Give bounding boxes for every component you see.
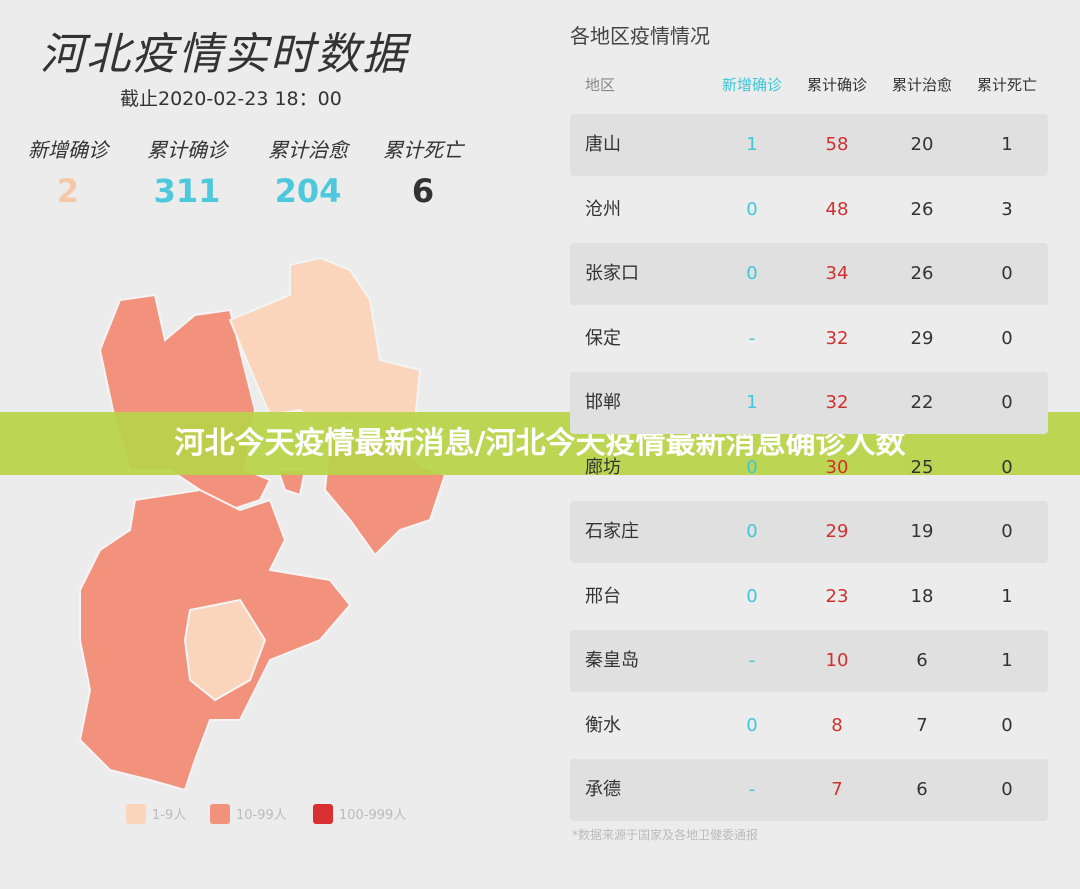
- table-cell: 30: [825, 456, 849, 478]
- summary-value: 6: [411, 172, 435, 210]
- title: 河北疫情实时数据: [40, 29, 408, 80]
- table-cell: 0: [1001, 779, 1013, 800]
- table-cell: -: [748, 650, 756, 671]
- table-cell: 石家庄: [585, 521, 639, 542]
- table-cell: 22: [910, 392, 934, 413]
- legend-swatch: [126, 804, 146, 824]
- table-cell: 唐山: [585, 134, 621, 155]
- table-cell: 0: [1001, 392, 1013, 413]
- summary-value: 2: [56, 172, 80, 210]
- table-cell: 29: [910, 327, 934, 349]
- legend-swatch: [313, 804, 333, 824]
- table-cell: 1: [1001, 650, 1013, 671]
- table-row: 邯郸 1 32 22 0: [570, 372, 1048, 434]
- table-row: 保定 - 32 29 0: [570, 308, 1048, 370]
- legend-label: 100-999人: [339, 808, 407, 823]
- table-cell: 0: [1001, 521, 1013, 542]
- map: [78, 256, 447, 792]
- table-cell: 6: [916, 779, 928, 800]
- table-cell: 0: [1001, 263, 1013, 284]
- table-cell: 承德: [585, 779, 621, 800]
- table-cell: 0: [746, 585, 758, 607]
- table-cell: 0: [746, 456, 758, 478]
- table-cell: 廊坊: [585, 456, 621, 478]
- table-cell: 0: [746, 263, 758, 284]
- table-cell: 6: [916, 650, 928, 671]
- table-cell: -: [748, 327, 756, 349]
- table-cell: 20: [910, 134, 934, 155]
- column-header: 累计治愈: [891, 76, 952, 94]
- region: [183, 598, 267, 702]
- table-cell: 34: [825, 263, 849, 284]
- summary-value: 204: [274, 172, 342, 210]
- table-cell: 0: [746, 521, 758, 542]
- table-cell: 48: [825, 198, 849, 220]
- table-cell: 1: [746, 134, 758, 155]
- table-cell: -: [748, 779, 756, 800]
- summary-label: 新增确诊: [28, 138, 108, 162]
- table-cell: 保定: [585, 327, 621, 349]
- table-cell: 26: [910, 263, 934, 284]
- table-title: 各地区疫情情况: [570, 24, 710, 48]
- update-time: 截止2020-02-23 18：00: [120, 88, 342, 110]
- table-row: 张家口 0 34 26 0: [570, 243, 1048, 305]
- table-cell: 1: [1001, 134, 1013, 155]
- table-row: 承德 - 7 6 0: [570, 759, 1048, 821]
- column-header: 累计确诊: [806, 76, 867, 94]
- table-row: 廊坊 0 30 25 0: [570, 437, 1048, 499]
- legend-label: 10-99人: [236, 808, 287, 823]
- table-cell: 26: [910, 198, 934, 220]
- table-row: 唐山 1 58 20 1: [570, 114, 1048, 176]
- table-cell: 25: [910, 456, 934, 478]
- table-cell: 0: [1001, 327, 1013, 349]
- table-cell: 7: [831, 779, 843, 800]
- table-cell: 29: [825, 521, 849, 542]
- table-cell: 23: [825, 585, 849, 607]
- table-row: 邢台 0 23 18 1: [570, 566, 1048, 628]
- table-row: 沧州 0 48 26 3: [570, 179, 1048, 241]
- table-cell: 0: [746, 714, 758, 736]
- legend-swatch: [210, 804, 230, 824]
- table-cell: 18: [910, 585, 934, 607]
- column-header: 累计死亡: [976, 76, 1037, 94]
- legend-label: 1-9人: [152, 808, 187, 823]
- table-cell: 58: [825, 134, 849, 155]
- table-cell: 3: [1001, 198, 1013, 220]
- summary-label: 累计死亡: [383, 138, 463, 162]
- summary-value: 311: [153, 172, 221, 210]
- table-row: 衡水 0 8 7 0: [570, 695, 1048, 757]
- table-cell: 32: [825, 327, 849, 349]
- table-cell: 沧州: [585, 198, 621, 220]
- column-header: 地区: [585, 76, 616, 94]
- table-cell: 32: [825, 392, 849, 413]
- table-cell: 张家口: [585, 263, 639, 284]
- footnote: *数据来源于国家及各地卫健委通报: [572, 828, 759, 842]
- table-cell: 0: [746, 198, 758, 220]
- summary-label: 累计确诊: [147, 138, 227, 162]
- table-cell: 7: [916, 714, 928, 736]
- table-cell: 1: [1001, 585, 1013, 607]
- table-cell: 衡水: [585, 714, 621, 736]
- summary-label: 累计治愈: [268, 138, 348, 162]
- table-cell: 邯郸: [585, 392, 621, 413]
- table-cell: 秦皇岛: [585, 650, 639, 671]
- table-cell: 10: [825, 650, 849, 671]
- table-row: 石家庄 0 29 19 0: [570, 501, 1048, 563]
- table-cell: 1: [746, 392, 758, 413]
- table-cell: 邢台: [585, 585, 621, 607]
- table-cell: 0: [1001, 456, 1013, 478]
- table-cell: 8: [831, 714, 843, 736]
- column-header: 新增确诊: [721, 76, 782, 94]
- table-cell: 0: [1001, 714, 1013, 736]
- table-cell: 19: [910, 521, 934, 542]
- table-row: 秦皇岛 - 10 6 1: [570, 630, 1048, 692]
